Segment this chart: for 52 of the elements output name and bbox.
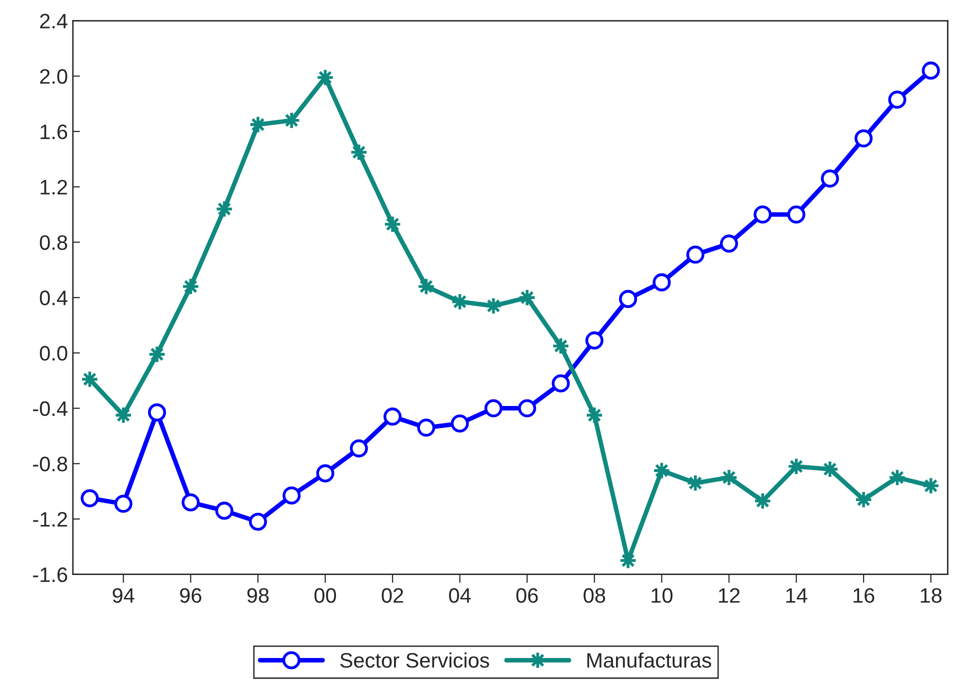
y-tick-label: 0.4 [40, 290, 68, 306]
point [585, 331, 604, 350]
point [888, 90, 906, 109]
x-tick-label: 08 [584, 588, 606, 603]
legend-label: Manufacturas [587, 652, 712, 668]
point [720, 234, 738, 253]
point [484, 399, 503, 418]
point [652, 273, 671, 292]
x-tick-label: 02 [382, 588, 404, 603]
x-tick-label: 94 [112, 588, 134, 603]
point [114, 494, 132, 513]
point [182, 493, 200, 512]
point [316, 464, 334, 482]
point [787, 205, 806, 224]
legend-label: Sector Servicios [340, 652, 490, 668]
x-tick-label: 12 [719, 588, 740, 603]
x-tick-label: 96 [180, 588, 202, 603]
y-tick-label: -0.8 [33, 456, 68, 472]
point [854, 129, 873, 148]
x-tick-label: 10 [652, 588, 672, 603]
y-tick-label: 0.8 [40, 235, 68, 250]
y-tick-label: -0.4 [33, 401, 68, 416]
point [350, 439, 368, 458]
point [248, 512, 267, 531]
x-tick-label: 06 [516, 588, 538, 603]
y-tick-label: 0.0 [40, 346, 68, 361]
point [450, 414, 469, 433]
y-tick-label: -1.2 [33, 512, 67, 527]
x-tick-label: 18 [920, 588, 942, 603]
y-tick-label: 1.2 [40, 180, 67, 194]
point [417, 418, 436, 437]
x-tick-label: 16 [854, 588, 874, 603]
point [922, 62, 940, 80]
y-tick-label: 1.6 [40, 124, 68, 140]
point [282, 486, 301, 504]
point [80, 489, 99, 508]
x-tick-label: 14 [786, 588, 808, 603]
point [820, 170, 839, 188]
point [148, 403, 166, 422]
point [619, 290, 638, 308]
y-tick-label: 2.4 [40, 14, 68, 28]
y-tick-label: -1.6 [33, 567, 68, 582]
y-tick-label: 2.0 [40, 69, 68, 84]
x-tick-label: 00 [314, 588, 336, 603]
point [686, 246, 704, 264]
x-tick-label: 98 [247, 588, 269, 603]
point [384, 408, 402, 426]
point [754, 205, 772, 224]
point [215, 502, 234, 520]
point [552, 374, 570, 392]
x-tick-label: 04 [449, 588, 471, 603]
point [518, 399, 536, 418]
